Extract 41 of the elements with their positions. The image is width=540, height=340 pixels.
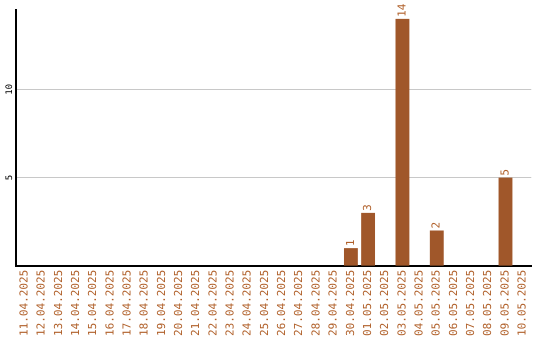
- x-tick-label: 16.04.2025: [103, 270, 116, 336]
- data-label: 14: [395, 3, 408, 17]
- x-tick-label: 12.04.2025: [34, 270, 48, 336]
- x-tick-label: 17.04.2025: [120, 270, 134, 336]
- data-label: 2: [430, 222, 443, 228]
- bar: [361, 212, 376, 266]
- x-tick-label: 22.04.2025: [206, 270, 220, 336]
- data-label: 1: [344, 240, 357, 246]
- x-tick-label: 14.04.2025: [68, 270, 82, 336]
- x-tick-label: 07.05.2025: [464, 270, 477, 336]
- x-tick-label: 02.05.2025: [378, 270, 392, 336]
- x-tick-label: 19.04.2025: [154, 270, 168, 336]
- x-tick-label: 20.04.2025: [172, 270, 186, 336]
- x-tick-label: 03.05.2025: [395, 270, 408, 336]
- y-tick-label: 10: [4, 84, 15, 95]
- x-tick-label: 30.04.2025: [344, 270, 357, 336]
- x-tick-label: 09.05.2025: [498, 270, 512, 336]
- x-tick-label: 21.04.2025: [189, 270, 202, 336]
- x-tick-label: 01.05.2025: [360, 270, 374, 336]
- x-tick-label: 15.04.2025: [86, 270, 100, 336]
- x-tick-label: 28.04.2025: [309, 270, 322, 336]
- x-tick-label: 18.04.2025: [138, 270, 151, 336]
- x-tick-label: 24.04.2025: [240, 270, 254, 336]
- data-label: 3: [360, 204, 374, 211]
- x-tick-label: 11.04.2025: [17, 270, 30, 336]
- bar: [344, 248, 358, 266]
- x-tick-label: 04.05.2025: [412, 270, 426, 336]
- x-tick-label: 13.04.2025: [52, 270, 65, 336]
- x-tick-label: 23.04.2025: [224, 270, 237, 336]
- x-tick-label: 10.05.2025: [516, 270, 529, 336]
- x-tick-label: 27.04.2025: [292, 270, 306, 336]
- bar: [498, 178, 512, 266]
- x-tick-label: 26.04.2025: [275, 270, 288, 336]
- x-tick-label: 05.05.2025: [430, 270, 443, 336]
- bar: [430, 230, 444, 266]
- x-tick-label: 29.04.2025: [326, 270, 340, 336]
- bar: [396, 18, 410, 266]
- data-label: 5: [498, 168, 512, 176]
- x-tick-label: 08.05.2025: [481, 270, 494, 336]
- x-tick-label: 06.05.2025: [446, 270, 460, 336]
- x-tick-label: 25.04.2025: [258, 270, 271, 336]
